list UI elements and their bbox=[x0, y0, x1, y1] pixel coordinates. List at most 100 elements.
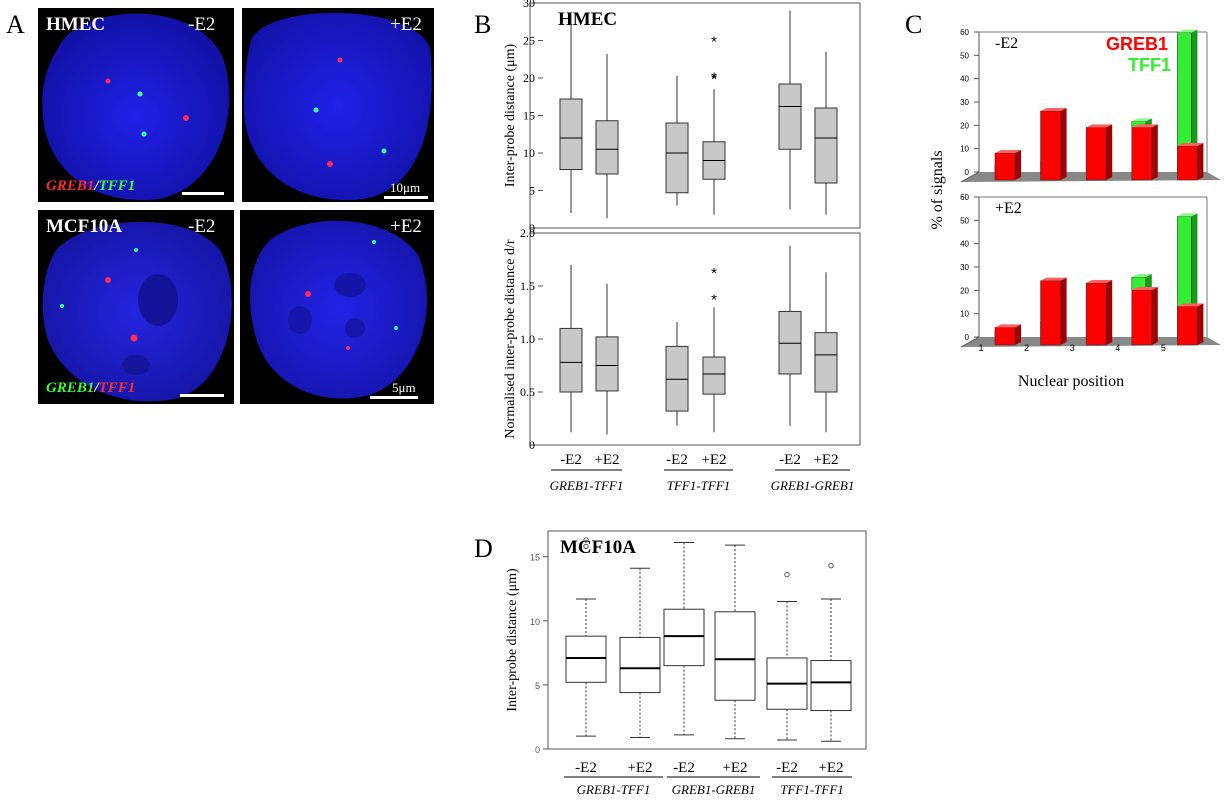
box-iqr bbox=[814, 332, 838, 393]
micro-image-hmec-plus-e2: +E2 10μm bbox=[242, 8, 434, 202]
bar-greb1 bbox=[1085, 127, 1107, 181]
group-label: GREB1-GREB1 bbox=[672, 782, 756, 797]
box-iqr bbox=[595, 336, 619, 392]
cell-line-label: MCF10A bbox=[46, 216, 122, 237]
x-tick-label: -E2 bbox=[776, 760, 798, 776]
box-2 bbox=[665, 322, 689, 426]
y-axis-label: % of signals bbox=[929, 150, 946, 229]
bar-greb1 bbox=[1040, 110, 1061, 181]
y-tick-label: 0.5 bbox=[520, 385, 535, 399]
x-tick-label: 3 bbox=[1070, 343, 1075, 353]
box-3: ** bbox=[702, 265, 726, 433]
bar-top-greb1 bbox=[1177, 303, 1204, 307]
box-iqr bbox=[595, 120, 619, 175]
bar-side-greb1 bbox=[1151, 124, 1158, 180]
green-spot bbox=[141, 131, 147, 137]
bar-side-greb1 bbox=[1106, 124, 1113, 180]
box-2 bbox=[665, 75, 689, 206]
nucleus-image bbox=[244, 12, 432, 201]
box-iqr bbox=[559, 98, 583, 170]
x-tick-label: -E2 bbox=[666, 452, 688, 468]
bar-side-greb1 bbox=[1060, 108, 1067, 180]
x-tick-label: 2 bbox=[1024, 343, 1029, 353]
bar-side-greb1 bbox=[1015, 324, 1021, 345]
y-axis-label: Inter-probe distance (μm) bbox=[505, 568, 520, 712]
x-tick-label: +E2 bbox=[813, 452, 838, 468]
bar-greb1 bbox=[1040, 280, 1061, 346]
y-tick-label: 10 bbox=[530, 617, 540, 627]
probe-separator: / bbox=[94, 380, 99, 396]
y-tick-label: 10 bbox=[960, 310, 969, 319]
bar-greb1 bbox=[1131, 289, 1153, 346]
box-iqr bbox=[663, 608, 705, 667]
bar-greb1 bbox=[1177, 306, 1198, 346]
bar-top-greb1 bbox=[1086, 124, 1113, 128]
bar-top-tff1 bbox=[1131, 274, 1152, 277]
x-tick-label: +E2 bbox=[818, 760, 843, 776]
y-tick-label: 2.0 bbox=[520, 226, 535, 240]
box-iqr bbox=[665, 122, 689, 194]
outlier: * bbox=[711, 70, 717, 87]
x-axis-label: Nuclear position bbox=[1018, 373, 1124, 390]
scale-label: 5μm bbox=[392, 380, 416, 395]
x-tick-label: 5 bbox=[1161, 343, 1166, 353]
condition-label: -E2 bbox=[188, 216, 216, 237]
x-tick-label: -E2 bbox=[575, 760, 597, 776]
red-spot bbox=[337, 57, 343, 63]
cell-line-label: HMEC bbox=[46, 14, 106, 35]
box-iqr bbox=[702, 356, 726, 395]
bar3d-subplot-0: 0 10 20 30 40 50 60 -E2 bbox=[960, 28, 1221, 183]
box-iqr bbox=[565, 635, 607, 683]
box-0 bbox=[565, 537, 607, 737]
box-5 bbox=[814, 272, 838, 433]
y-tick-label: 40 bbox=[960, 75, 969, 84]
plot-frame bbox=[529, 232, 861, 446]
x-tick-label: +E2 bbox=[701, 452, 726, 468]
bar-top-tff1 bbox=[1131, 118, 1152, 122]
group-label: GREB1-TFF1 bbox=[550, 478, 624, 493]
y-tick-label: 20 bbox=[960, 286, 969, 295]
x-tick-label: -E2 bbox=[779, 452, 801, 468]
plot-frame bbox=[547, 530, 867, 750]
bar-side-greb1 bbox=[1015, 150, 1021, 180]
green-spot bbox=[394, 326, 398, 330]
y-tick-label: 40 bbox=[960, 240, 969, 249]
subplot-label: +E2 bbox=[995, 200, 1022, 217]
box-iqr bbox=[778, 310, 802, 375]
floor-edge bbox=[960, 171, 980, 183]
bar-greb1 bbox=[994, 152, 1016, 181]
y-tick-label: 15 bbox=[523, 109, 535, 123]
outlier: * bbox=[711, 292, 717, 309]
box-5 bbox=[810, 562, 852, 742]
box-iqr bbox=[810, 660, 852, 712]
panel-letter-d: D bbox=[474, 534, 493, 563]
y-tick-label: 30 bbox=[960, 98, 969, 107]
box-0 bbox=[559, 14, 583, 213]
bar-side-greb1 bbox=[1197, 143, 1204, 180]
box-1 bbox=[619, 567, 661, 738]
y-tick-label: 30 bbox=[960, 263, 969, 272]
condition-label: -E2 bbox=[188, 14, 216, 35]
y-axis-label: Inter-probe distance (μm) bbox=[503, 44, 518, 188]
scale-label: 10μm bbox=[390, 180, 421, 195]
y-tick-label: 5 bbox=[535, 681, 540, 691]
scale-bar bbox=[182, 192, 224, 195]
y-tick-label: 0 bbox=[965, 333, 970, 342]
y-tick-label: 60 bbox=[960, 28, 969, 37]
nucleus-image bbox=[42, 221, 232, 402]
bar-top-tff1 bbox=[1177, 29, 1198, 33]
y-tick-label: 50 bbox=[960, 216, 969, 225]
outlier bbox=[583, 543, 589, 550]
box-iqr bbox=[619, 636, 661, 694]
y-tick-label: 0 bbox=[529, 221, 535, 235]
y-tick-label: 15 bbox=[530, 553, 540, 563]
floor-edge bbox=[960, 336, 980, 348]
bar-top-greb1 bbox=[1040, 277, 1067, 281]
box-1 bbox=[595, 283, 619, 435]
panel-letter-c: C bbox=[905, 10, 923, 39]
red-spot bbox=[105, 78, 111, 84]
bar-greb1 bbox=[1085, 282, 1107, 346]
outlier: * bbox=[711, 34, 717, 51]
bar-side-greb1 bbox=[1106, 280, 1113, 345]
